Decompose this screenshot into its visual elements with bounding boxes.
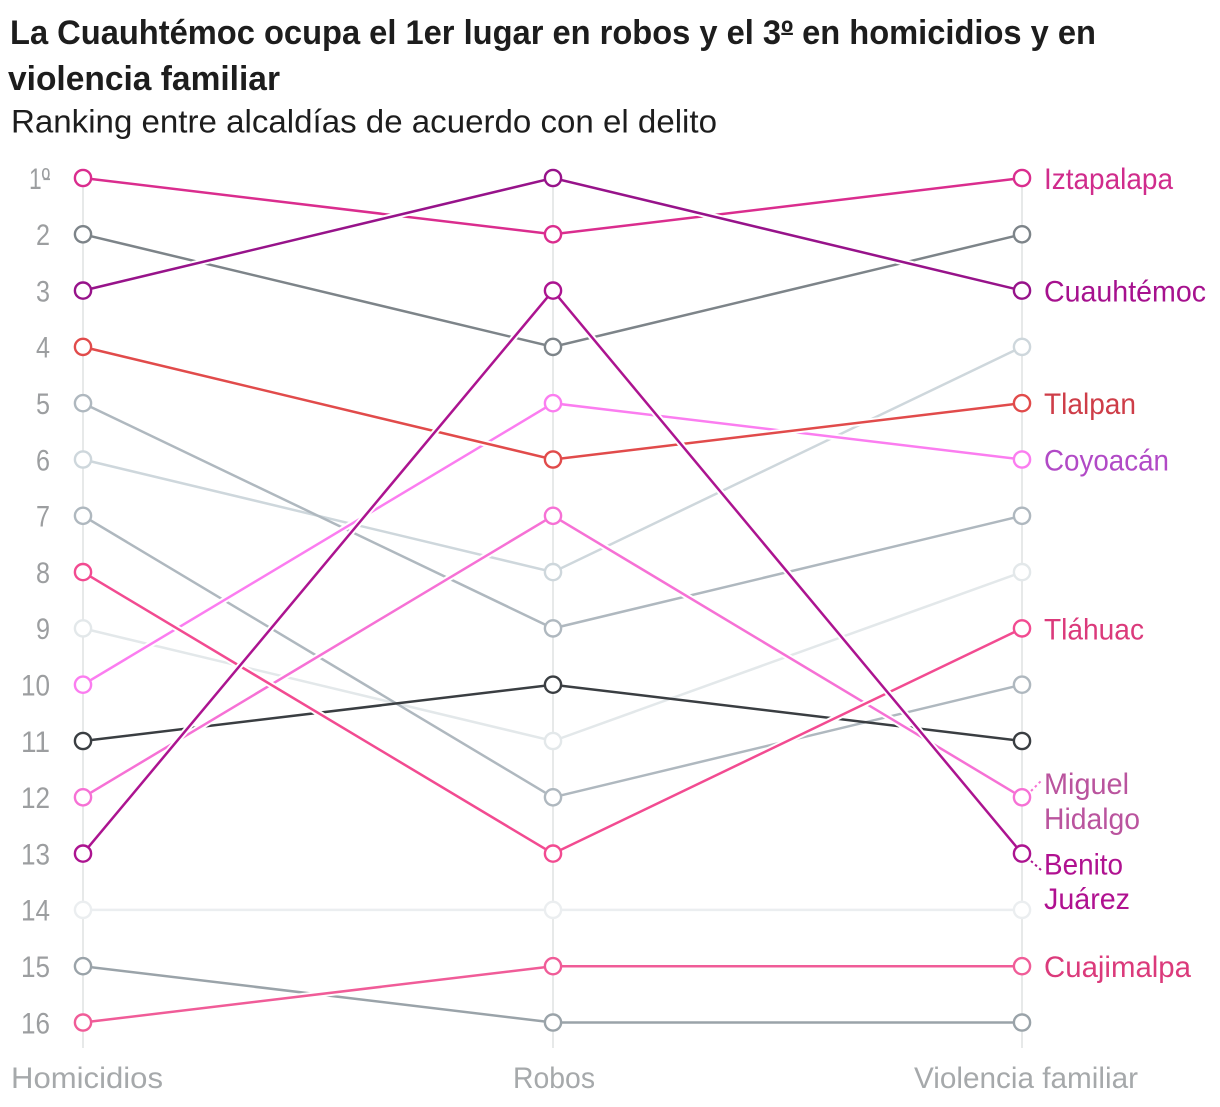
svg-text:Cuajimalpa: Cuajimalpa <box>1044 951 1191 984</box>
svg-text:Iztapalapa: Iztapalapa <box>1044 163 1173 196</box>
svg-text:Coyoacán: Coyoacán <box>1044 445 1169 478</box>
svg-text:4: 4 <box>36 332 50 365</box>
svg-text:violencia familiar: violencia familiar <box>8 60 280 98</box>
svg-text:6: 6 <box>36 444 50 477</box>
svg-text:9: 9 <box>36 613 50 646</box>
svg-text:1º: 1º <box>29 163 50 196</box>
svg-text:3: 3 <box>36 275 50 308</box>
svg-text:Violencia familiar: Violencia familiar <box>914 1062 1138 1095</box>
svg-text:Cuauhtémoc: Cuauhtémoc <box>1044 276 1206 309</box>
svg-text:16: 16 <box>21 1007 50 1040</box>
svg-text:La Cuauhtémoc ocupa el 1er lug: La Cuauhtémoc ocupa el 1er lugar en robo… <box>10 14 1096 52</box>
svg-text:Tláhuac: Tláhuac <box>1044 613 1144 646</box>
svg-text:11: 11 <box>21 726 50 759</box>
svg-text:Tlalpan: Tlalpan <box>1044 388 1136 421</box>
svg-text:15: 15 <box>21 951 50 984</box>
svg-text:8: 8 <box>36 557 50 590</box>
svg-text:13: 13 <box>21 838 50 871</box>
svg-text:Miguel: Miguel <box>1044 768 1129 801</box>
svg-text:Benito: Benito <box>1044 849 1123 882</box>
svg-text:5: 5 <box>36 388 50 421</box>
svg-text:14: 14 <box>21 895 50 928</box>
svg-text:12: 12 <box>21 782 50 815</box>
svg-text:Ranking entre alcaldías de acu: Ranking entre alcaldías de acuerdo con e… <box>11 104 717 140</box>
svg-text:Homicidios: Homicidios <box>11 1062 163 1095</box>
svg-text:Hidalgo: Hidalgo <box>1044 803 1140 836</box>
svg-text:2: 2 <box>36 219 50 252</box>
svg-text:7: 7 <box>36 501 50 534</box>
svg-text:10: 10 <box>21 670 50 703</box>
svg-text:Juárez: Juárez <box>1044 883 1130 916</box>
svg-text:Robos: Robos <box>513 1062 595 1095</box>
